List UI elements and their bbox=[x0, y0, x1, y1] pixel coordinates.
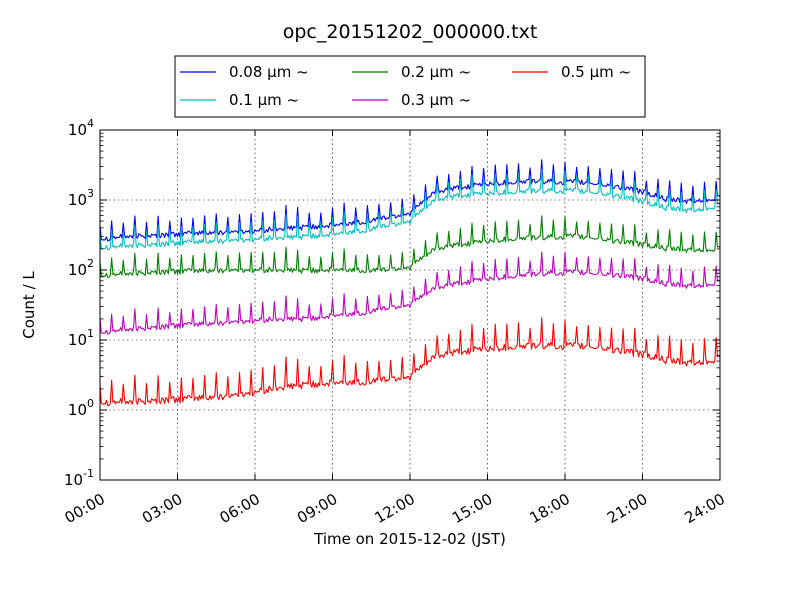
legend-label: 0.2 μm ~ bbox=[401, 63, 471, 81]
legend: 0.08 μm ~ 0.1 μm ~ 0.2 μm ~ 0.3 μm ~ 0.5 μm … bbox=[174, 55, 646, 118]
y-tick-label: 101 bbox=[68, 327, 94, 349]
legend-box bbox=[174, 55, 646, 118]
y-tick-labels: 10-1 100 101 102 103 104 bbox=[64, 117, 94, 489]
y-tick-label: 102 bbox=[68, 257, 94, 279]
plot-area bbox=[99, 129, 721, 481]
ticks bbox=[99, 129, 721, 481]
series-line bbox=[99, 251, 721, 335]
y-tick-label: 10-1 bbox=[64, 467, 94, 489]
legend-label: 0.5 μm ~ bbox=[561, 63, 631, 81]
series-line bbox=[99, 168, 721, 251]
series-line bbox=[99, 215, 721, 278]
y-tick-label: 100 bbox=[68, 397, 94, 419]
series-line bbox=[99, 317, 721, 407]
legend-label: 0.1 μm ~ bbox=[229, 91, 299, 109]
y-axis-label: Count / L bbox=[20, 271, 38, 339]
series-line bbox=[99, 159, 721, 242]
y-tick-label: 103 bbox=[68, 187, 94, 209]
legend-label: 0.08 μm ~ bbox=[229, 63, 309, 81]
plot-background bbox=[100, 130, 720, 480]
x-axis-label: Time on 2015-12-02 (JST) bbox=[313, 530, 506, 548]
series-lines bbox=[99, 159, 721, 407]
chart-title: opc_20151202_000000.txt bbox=[283, 21, 538, 43]
y-tick-label: 104 bbox=[68, 117, 94, 139]
legend-label: 0.3 μm ~ bbox=[401, 91, 471, 109]
